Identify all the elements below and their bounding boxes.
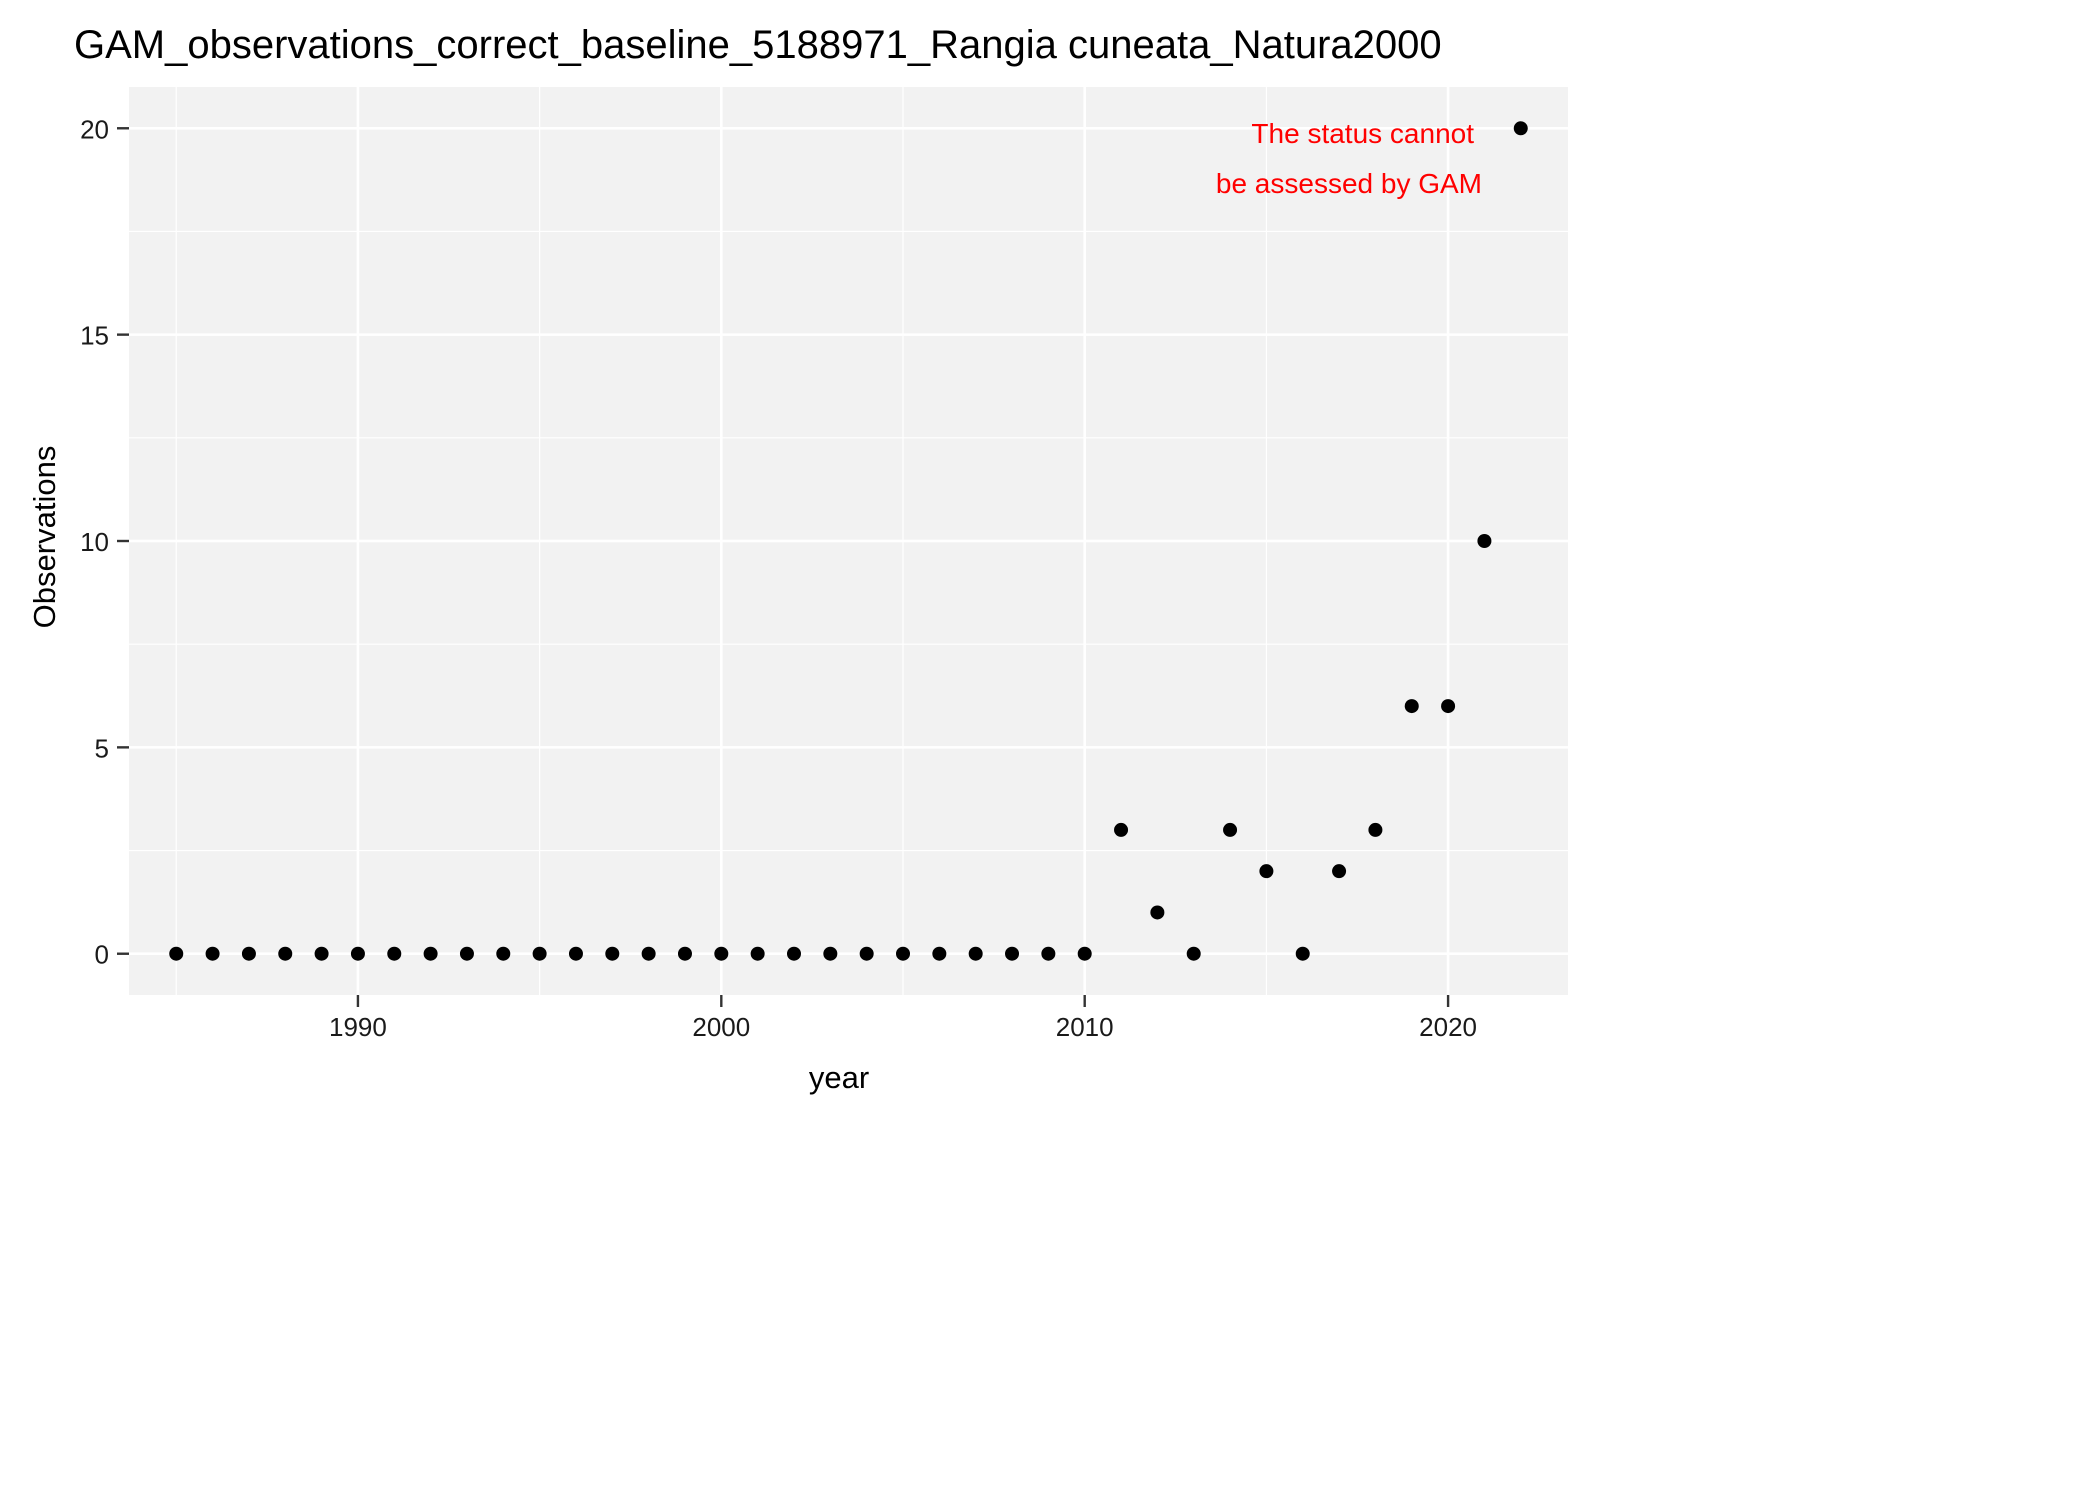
data-point xyxy=(859,946,874,961)
x-tick-label: 1990 xyxy=(329,1012,387,1042)
data-point xyxy=(1041,946,1056,961)
data-point xyxy=(1005,946,1020,961)
data-point xyxy=(896,946,911,961)
y-axis: 0 5 10 15 20 xyxy=(80,114,129,970)
chart-container: GAM_observations_correct_baseline_518897… xyxy=(27,23,1568,1095)
data-point xyxy=(786,946,801,961)
x-axis-label: year xyxy=(809,1060,869,1095)
data-point xyxy=(605,946,620,961)
annotation-line-1: The status cannot xyxy=(1251,118,1474,149)
data-points xyxy=(169,121,1528,961)
data-point xyxy=(714,946,729,961)
data-point xyxy=(1150,905,1165,920)
data-point xyxy=(459,946,474,961)
data-point xyxy=(677,946,692,961)
y-tick-label: 5 xyxy=(95,733,109,763)
data-point xyxy=(1186,946,1201,961)
data-point xyxy=(1295,946,1310,961)
data-point xyxy=(423,946,438,961)
x-axis: 1990 2000 2010 2020 xyxy=(329,995,1477,1042)
major-gridlines xyxy=(129,87,1568,995)
data-point xyxy=(1441,699,1456,714)
data-point xyxy=(1477,534,1492,548)
data-point xyxy=(568,946,583,961)
y-tick-label: 10 xyxy=(80,527,109,557)
y-tick-label: 20 xyxy=(80,114,109,144)
data-point xyxy=(532,946,547,961)
data-point xyxy=(1368,822,1383,837)
data-point xyxy=(1077,946,1092,961)
data-point xyxy=(1114,822,1129,837)
data-point xyxy=(169,946,184,961)
data-point xyxy=(241,946,256,961)
chart-title: GAM_observations_correct_baseline_518897… xyxy=(74,23,1442,67)
data-point xyxy=(823,946,838,961)
data-point xyxy=(1223,822,1238,837)
annotation-line-2: be assessed by GAM xyxy=(1216,168,1482,199)
data-point xyxy=(278,946,293,961)
data-point xyxy=(314,946,329,961)
y-tick-label: 0 xyxy=(95,940,109,970)
x-tick-label: 2000 xyxy=(692,1012,750,1042)
data-point xyxy=(1404,699,1419,714)
data-point xyxy=(750,946,765,961)
data-point xyxy=(932,946,947,961)
scatter-plot: GAM_observations_correct_baseline_518897… xyxy=(27,23,1568,1095)
data-point xyxy=(387,946,402,961)
data-point xyxy=(350,946,365,961)
data-point xyxy=(496,946,511,961)
data-point xyxy=(1513,121,1528,136)
status-annotation: The status cannot be assessed by GAM xyxy=(1216,118,1482,199)
y-axis-label: Observations xyxy=(27,446,62,629)
data-point xyxy=(205,946,220,961)
data-point xyxy=(1332,864,1347,879)
x-tick-label: 2020 xyxy=(1419,1012,1477,1042)
data-point xyxy=(1259,864,1274,879)
y-tick-label: 15 xyxy=(80,321,109,351)
data-point xyxy=(641,946,656,961)
x-tick-label: 2010 xyxy=(1056,1012,1114,1042)
data-point xyxy=(968,946,983,961)
